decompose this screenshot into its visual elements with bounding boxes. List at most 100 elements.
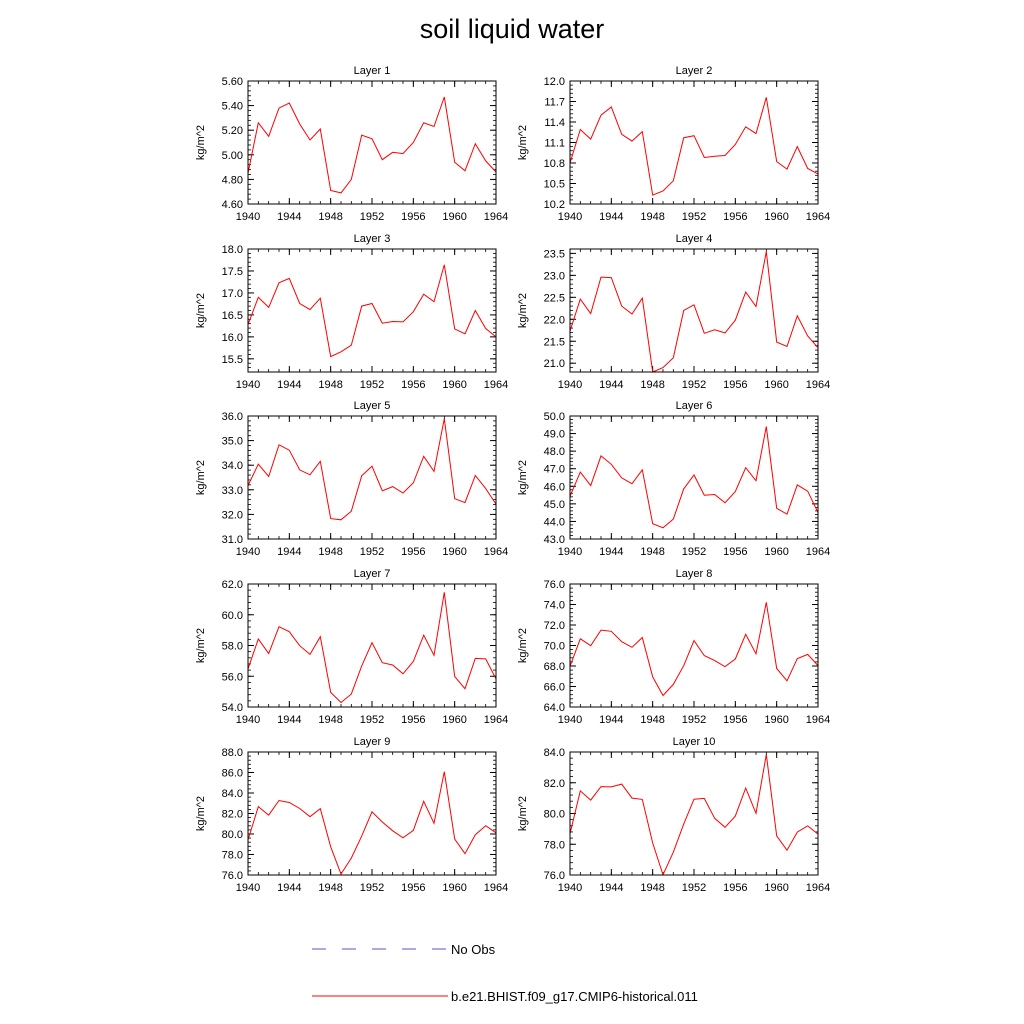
panel-title: Layer 3 bbox=[354, 233, 391, 245]
series-line bbox=[569, 602, 819, 697]
x-tick-label: 1940 bbox=[236, 379, 260, 391]
y-tick-label: 16.0 bbox=[222, 332, 243, 344]
panel-4: Layer 4 kg/m^2 1940 1944 1948 1952 1956 1960 196… bbox=[517, 233, 830, 391]
x-tick-label: 1960 bbox=[764, 546, 788, 558]
x-tick-label: 1944 bbox=[599, 211, 623, 223]
y-tick-label: 21.0 bbox=[544, 358, 565, 370]
y-tick-label: 47.0 bbox=[544, 464, 565, 476]
plot-frame bbox=[247, 80, 497, 205]
panel-2: Layer 2 kg/m^2 1940 1944 1948 1952 1956 1960 196… bbox=[517, 65, 830, 223]
chart-title: soil liquid water bbox=[419, 14, 605, 44]
y-tick-label: 88.0 bbox=[222, 747, 243, 759]
y-tick-label: 5.20 bbox=[222, 125, 243, 137]
y-tick-label: 10.2 bbox=[544, 199, 565, 211]
y-tick-label: 16.5 bbox=[222, 310, 243, 322]
x-tick-label: 1948 bbox=[318, 379, 342, 391]
x-tick-label: 1956 bbox=[401, 546, 425, 558]
x-tick-label: 1956 bbox=[723, 714, 747, 726]
y-axis-label: kg/m^2 bbox=[195, 293, 207, 328]
y-tick-label: 11.1 bbox=[544, 138, 565, 150]
panel-10: Layer 10 kg/m^2 1940 1944 1948 1952 1956 1960 19… bbox=[517, 736, 830, 894]
y-tick-label: 10.5 bbox=[544, 179, 565, 191]
y-tick-label: 4.60 bbox=[222, 199, 243, 211]
legend-label: b.e21.BHIST.f09_g17.CMIP6-historical.011 bbox=[451, 989, 698, 1004]
series-line bbox=[569, 251, 819, 373]
y-tick-label: 44.0 bbox=[544, 516, 565, 528]
y-tick-label: 56.0 bbox=[222, 671, 243, 683]
x-tick-label: 1952 bbox=[682, 882, 706, 894]
x-tick-label: 1948 bbox=[318, 714, 342, 726]
panel-title: Layer 6 bbox=[676, 400, 713, 412]
y-tick-label: 76.0 bbox=[544, 579, 565, 591]
y-tick-label: 23.5 bbox=[544, 248, 565, 260]
y-tick-label: 12.0 bbox=[544, 76, 565, 88]
legend: No Obs b.e21.BHIST.f09_g17.CMIP6-historic… bbox=[312, 942, 698, 1004]
x-tick-label: 1944 bbox=[277, 882, 301, 894]
y-tick-label: 5.00 bbox=[222, 150, 243, 162]
y-tick-label: 84.0 bbox=[544, 747, 565, 759]
plot-frame bbox=[247, 583, 497, 708]
y-axis-label: kg/m^2 bbox=[517, 125, 529, 160]
x-tick-label: 1964 bbox=[806, 882, 830, 894]
x-tick-label: 1948 bbox=[640, 211, 664, 223]
y-tick-label: 76.0 bbox=[222, 870, 243, 882]
x-tick-label: 1940 bbox=[558, 379, 582, 391]
y-tick-label: 58.0 bbox=[222, 641, 243, 653]
x-tick-label: 1960 bbox=[764, 211, 788, 223]
y-axis-label: kg/m^2 bbox=[517, 460, 529, 495]
y-tick-label: 33.0 bbox=[222, 485, 243, 497]
x-tick-label: 1952 bbox=[682, 211, 706, 223]
plot-frame bbox=[569, 751, 819, 876]
plot-frame bbox=[247, 751, 497, 876]
x-tick-label: 1940 bbox=[558, 546, 582, 558]
y-tick-label: 78.0 bbox=[544, 839, 565, 851]
panel-8: Layer 8 kg/m^2 1940 1944 1948 1952 1956 1960 196… bbox=[517, 568, 830, 726]
y-tick-label: 86.0 bbox=[222, 768, 243, 780]
plot-frame bbox=[247, 415, 497, 540]
panel-title: Layer 1 bbox=[354, 65, 391, 77]
x-tick-label: 1940 bbox=[558, 211, 582, 223]
plot-frame bbox=[569, 248, 819, 373]
x-tick-label: 1956 bbox=[723, 882, 747, 894]
x-tick-label: 1940 bbox=[558, 714, 582, 726]
x-tick-label: 1944 bbox=[599, 546, 623, 558]
x-tick-label: 1964 bbox=[806, 211, 830, 223]
x-tick-label: 1952 bbox=[682, 714, 706, 726]
x-tick-label: 1944 bbox=[277, 211, 301, 223]
x-tick-label: 1944 bbox=[277, 379, 301, 391]
y-tick-label: 46.0 bbox=[544, 481, 565, 493]
y-tick-label: 68.0 bbox=[544, 661, 565, 673]
plot-frame bbox=[569, 80, 819, 205]
x-tick-label: 1960 bbox=[442, 211, 466, 223]
panel-title: Layer 2 bbox=[676, 65, 713, 77]
x-tick-label: 1956 bbox=[723, 211, 747, 223]
x-tick-label: 1948 bbox=[640, 882, 664, 894]
y-tick-label: 45.0 bbox=[544, 499, 565, 511]
y-tick-label: 17.0 bbox=[222, 288, 243, 300]
x-tick-label: 1960 bbox=[764, 882, 788, 894]
series-line bbox=[247, 418, 497, 521]
y-tick-label: 78.0 bbox=[222, 850, 243, 862]
y-tick-label: 23.0 bbox=[544, 270, 565, 282]
y-tick-label: 31.0 bbox=[222, 534, 243, 546]
y-tick-label: 4.80 bbox=[222, 174, 243, 186]
x-tick-label: 1956 bbox=[401, 211, 425, 223]
x-tick-label: 1964 bbox=[484, 882, 508, 894]
x-tick-label: 1964 bbox=[806, 714, 830, 726]
y-tick-label: 70.0 bbox=[544, 641, 565, 653]
y-axis-label: kg/m^2 bbox=[517, 796, 529, 831]
x-tick-label: 1956 bbox=[401, 714, 425, 726]
legend-label: No Obs bbox=[451, 942, 496, 957]
panel-9: Layer 9 kg/m^2 1940 1944 1948 1952 1956 1960 196… bbox=[195, 736, 508, 894]
y-tick-label: 5.60 bbox=[222, 76, 243, 88]
y-tick-label: 84.0 bbox=[222, 788, 243, 800]
y-tick-label: 22.5 bbox=[544, 292, 565, 304]
x-tick-label: 1944 bbox=[277, 714, 301, 726]
x-tick-label: 1944 bbox=[599, 714, 623, 726]
x-tick-label: 1956 bbox=[723, 379, 747, 391]
x-tick-label: 1960 bbox=[442, 546, 466, 558]
x-tick-label: 1960 bbox=[764, 379, 788, 391]
plot-frame bbox=[569, 415, 819, 540]
y-tick-label: 22.0 bbox=[544, 314, 565, 326]
panel-1: Layer 1 kg/m^2 1940 1944 1948 1952 1956 1960 196… bbox=[195, 65, 508, 223]
